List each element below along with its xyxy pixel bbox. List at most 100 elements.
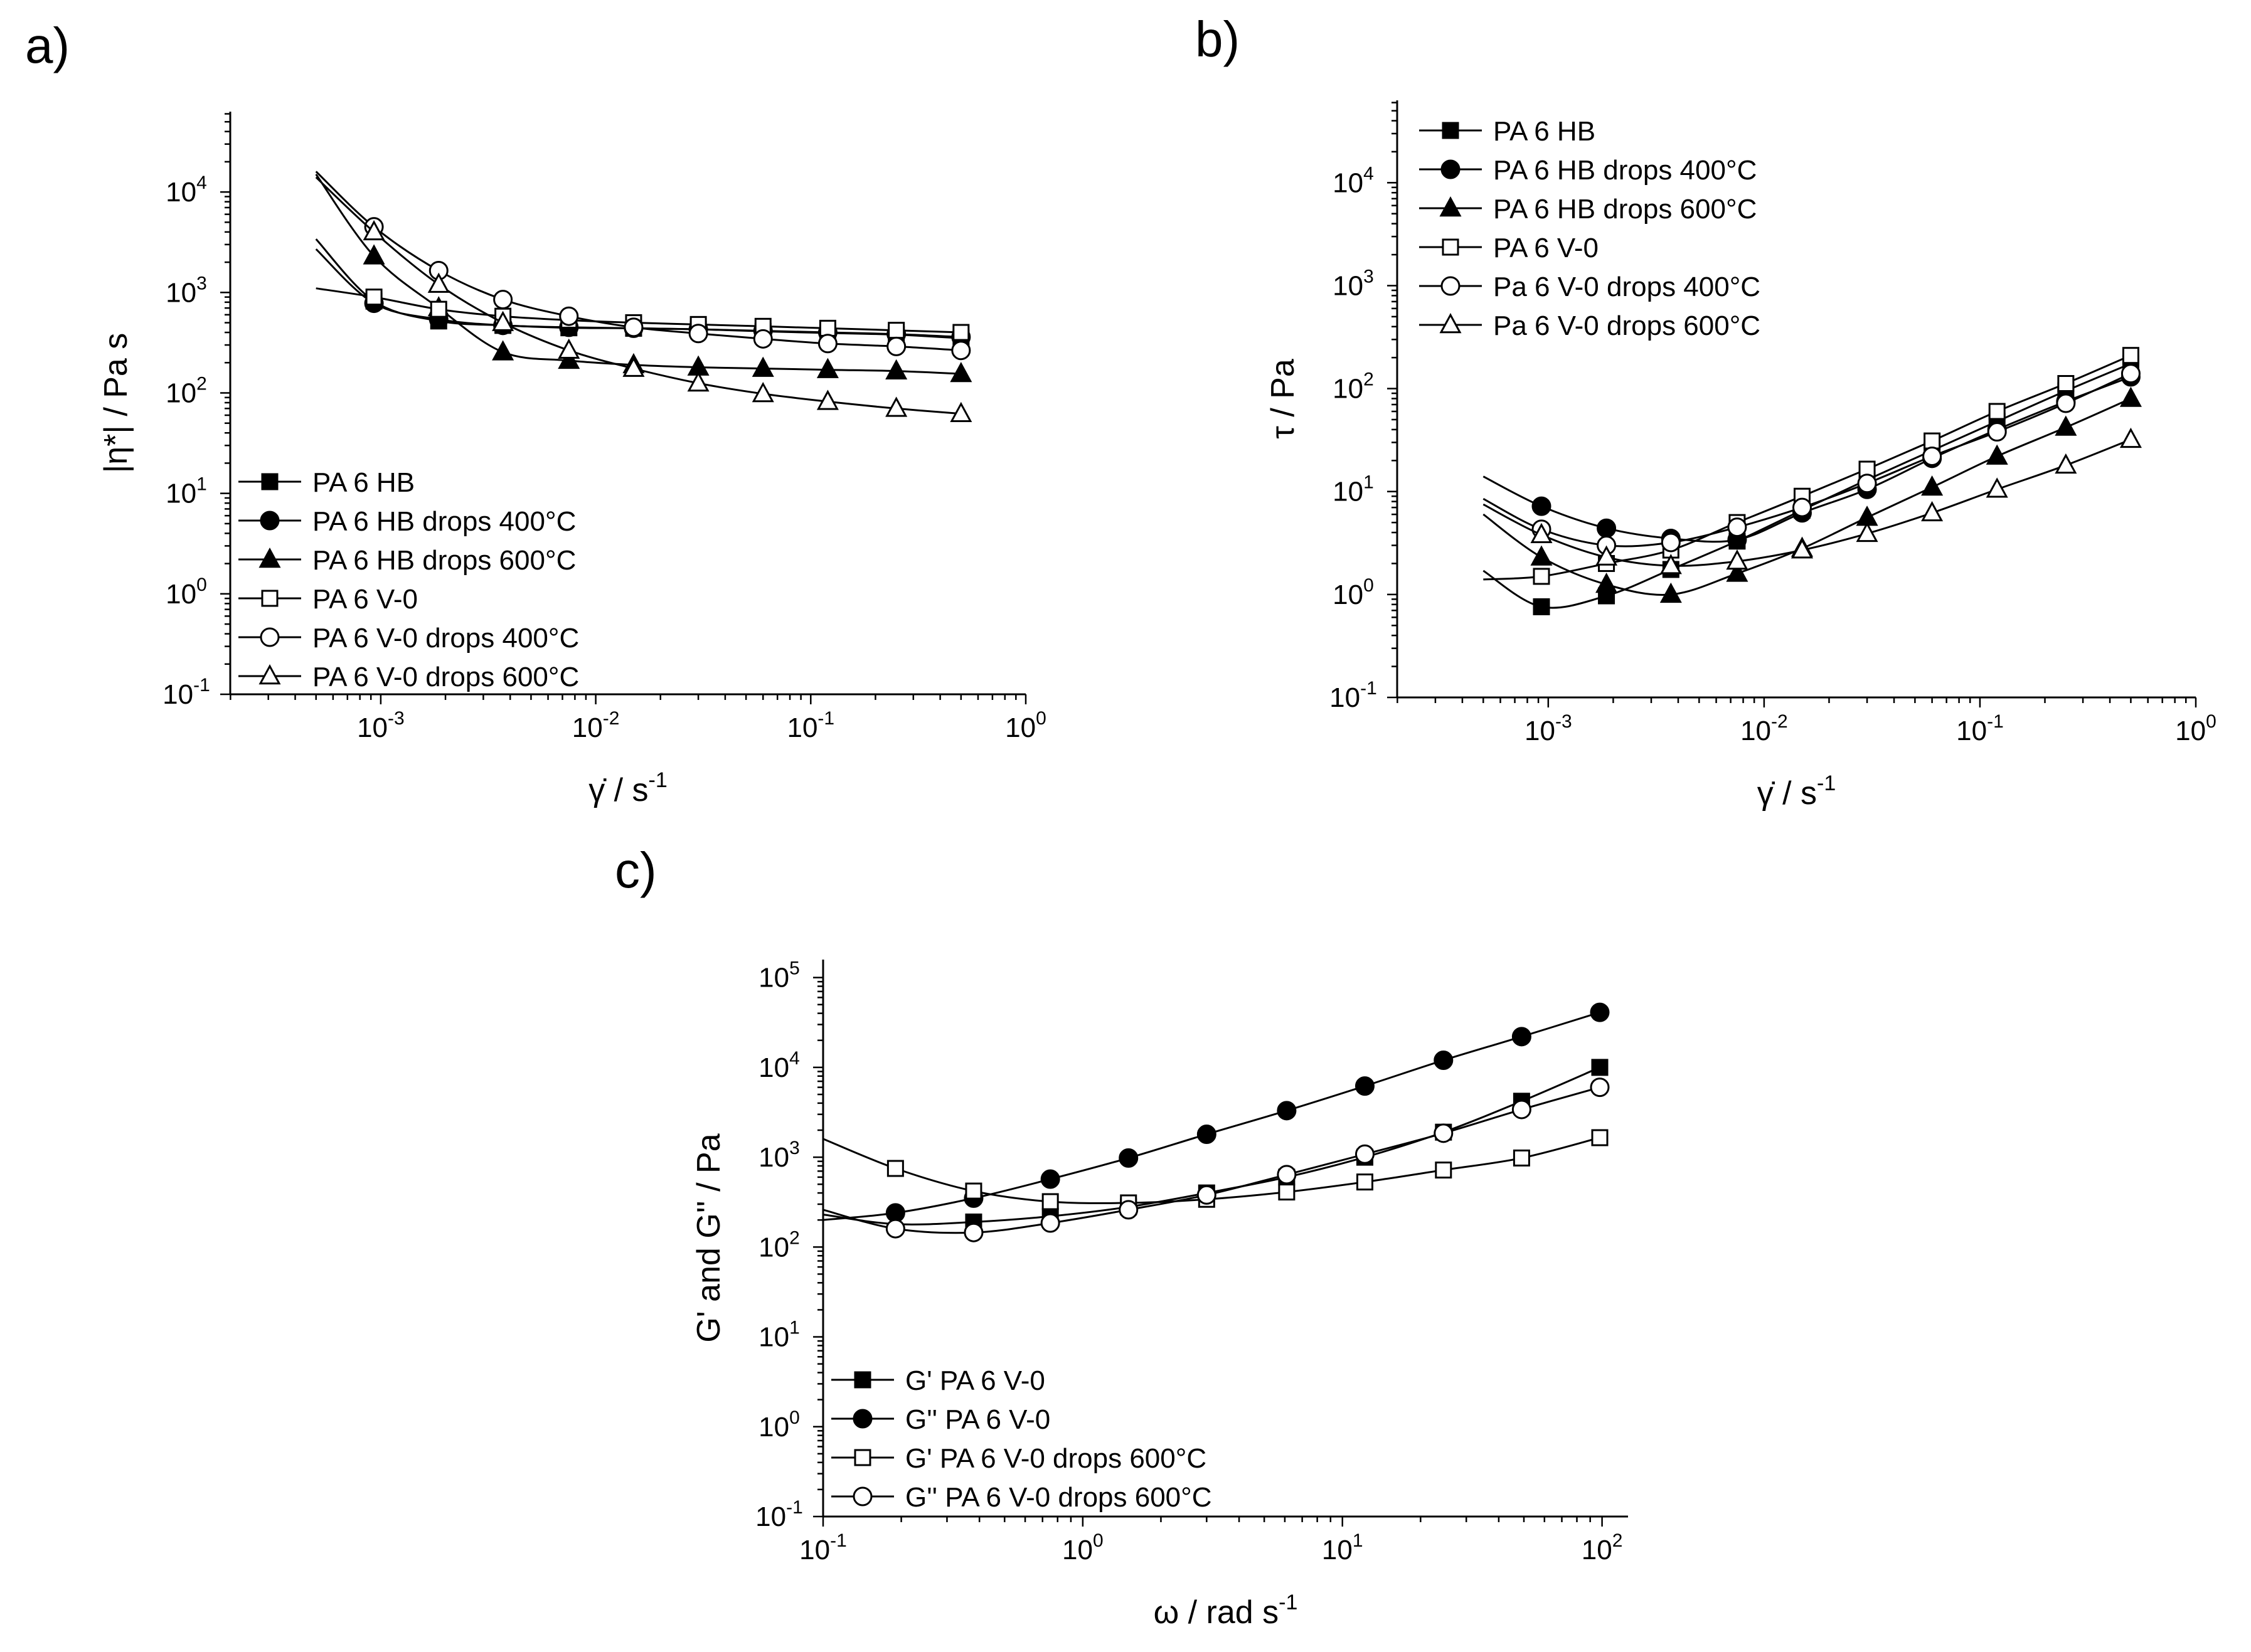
x-tick-label-base: 10 (1582, 1535, 1612, 1565)
data-point (2119, 386, 2142, 407)
y-tick-label-base: 10 (758, 1412, 789, 1443)
x-tick-label-exp: 0 (1036, 708, 1046, 729)
x-tick-label-base: 10 (1740, 716, 1771, 746)
legend-marker (854, 1449, 871, 1466)
data-point (1791, 538, 1813, 559)
data-point (1590, 1002, 1610, 1022)
series-4: G'' PA 6 V-0 drops 600°C (822, 1078, 1610, 1513)
data-point (1511, 1099, 1531, 1120)
data-point (1531, 496, 1551, 516)
y-tick-label-exp: 0 (1363, 575, 1374, 596)
x-tick-label-exp: 1 (1353, 1530, 1363, 1551)
x-tick-label-base: 10 (357, 712, 388, 743)
x-tick-label: 10-2 (1740, 711, 1788, 746)
data-point (2057, 375, 2075, 393)
data-point (752, 381, 774, 403)
y-tick-label: 100 (166, 574, 207, 610)
legend-marker (258, 548, 281, 568)
data-point (1726, 561, 1748, 582)
legend-label: PA 6 HB drops 400°C (312, 506, 576, 537)
y-tick-label-exp: 0 (789, 1407, 800, 1428)
data-point (559, 306, 579, 326)
x-tick-label: 10-1 (799, 1530, 847, 1565)
y-tick-label-exp: 4 (1363, 163, 1374, 184)
panel-label: b) (1195, 11, 1240, 67)
legend-label: PA 6 HB drops 600°C (312, 545, 576, 576)
data-point (950, 362, 972, 383)
x-tick-label-exp: 2 (1612, 1530, 1623, 1551)
y-tick-label: 10-1 (755, 1497, 803, 1532)
y-tick-label-base: 10 (1333, 580, 1363, 610)
legend-label: PA 6 HB drops 600°C (1493, 194, 1757, 225)
y-tick-label-exp: 0 (196, 574, 207, 595)
data-point (1661, 532, 1681, 553)
x-axis-title-exp: -1 (1279, 1591, 1297, 1614)
y-tick-label: 102 (1333, 369, 1374, 405)
series-6: Pa 6 V-0 drops 600°C (1419, 310, 2142, 574)
x-tick-label: 102 (1582, 1530, 1623, 1565)
series-5: PA 6 V-0 drops 400°C (238, 171, 971, 654)
data-point (886, 336, 907, 356)
data-point (1119, 1200, 1139, 1220)
data-point (1921, 500, 1944, 522)
x-tick-label: 10-1 (1956, 711, 2004, 746)
y-tick-label-base: 10 (758, 963, 789, 993)
y-tick-label-base: 10 (166, 479, 196, 509)
data-point (885, 396, 908, 417)
data-point (965, 1182, 982, 1200)
legend-marker (1439, 313, 1462, 334)
data-point (622, 356, 645, 377)
y-tick-label-base: 10 (166, 277, 196, 308)
legend-label: G'' PA 6 V-0 (905, 1404, 1050, 1435)
y-axis-title: |η*| / Pa s (98, 333, 134, 474)
x-axis-title-text: γ̇ / s (588, 772, 648, 808)
data-point (1591, 1059, 1609, 1076)
y-tick-label-base: 10 (758, 1142, 789, 1173)
y-tick-label-base: 10 (758, 1232, 789, 1263)
x-axis-title: γ̇ / s-1 (1757, 771, 1836, 812)
data-point (558, 338, 580, 359)
data-point (752, 356, 774, 377)
data-point (493, 290, 513, 310)
legend-label: PA 6 V-0 (1493, 233, 1599, 263)
data-point (1988, 403, 2006, 420)
legend-label: Pa 6 V-0 drops 400°C (1493, 272, 1760, 302)
x-tick-label-exp: 0 (1093, 1530, 1104, 1551)
data-point (817, 334, 838, 354)
y-tick-label: 10-1 (1329, 678, 1377, 713)
x-tick-label: 100 (1005, 708, 1046, 743)
legend-label: PA 6 HB (312, 467, 415, 498)
x-tick-label-exp: -1 (817, 708, 834, 729)
data-point (819, 319, 836, 337)
data-point (950, 401, 972, 423)
data-point (1595, 573, 1618, 593)
data-point (1792, 497, 1812, 517)
x-axis-title-text: γ̇ / s (1757, 775, 1817, 812)
y-tick-label: 100 (758, 1407, 800, 1443)
x-axis-title-exp: -1 (1817, 771, 1836, 795)
y-tick-label-exp: 1 (196, 474, 207, 495)
panel-label: c) (615, 842, 657, 898)
series-4: PA 6 V-0 (1419, 233, 2139, 585)
data-point (1040, 1213, 1060, 1233)
y-tick-label-exp: -1 (786, 1497, 803, 1518)
data-point (1591, 1129, 1609, 1146)
series-6: PA 6 V-0 drops 600°C (238, 176, 972, 692)
data-point (1278, 1183, 1296, 1201)
x-tick-label: 10-3 (1525, 711, 1572, 746)
x-tick-label: 100 (2175, 711, 2216, 746)
panel-label: a) (25, 18, 70, 73)
legend-label: G' PA 6 V-0 drops 600°C (905, 1443, 1206, 1474)
y-tick-label-base: 10 (166, 177, 196, 208)
x-tick-label-exp: 0 (2206, 711, 2216, 732)
data-point (492, 340, 514, 361)
y-tick-label: 10-1 (162, 675, 210, 710)
y-tick-label: 101 (166, 474, 207, 509)
x-axis-title: γ̇ / s-1 (588, 768, 668, 808)
data-point (1922, 447, 1942, 467)
y-tick-label: 102 (758, 1227, 800, 1263)
y-tick-label-exp: 1 (789, 1318, 800, 1338)
y-tick-label: 101 (758, 1318, 800, 1353)
